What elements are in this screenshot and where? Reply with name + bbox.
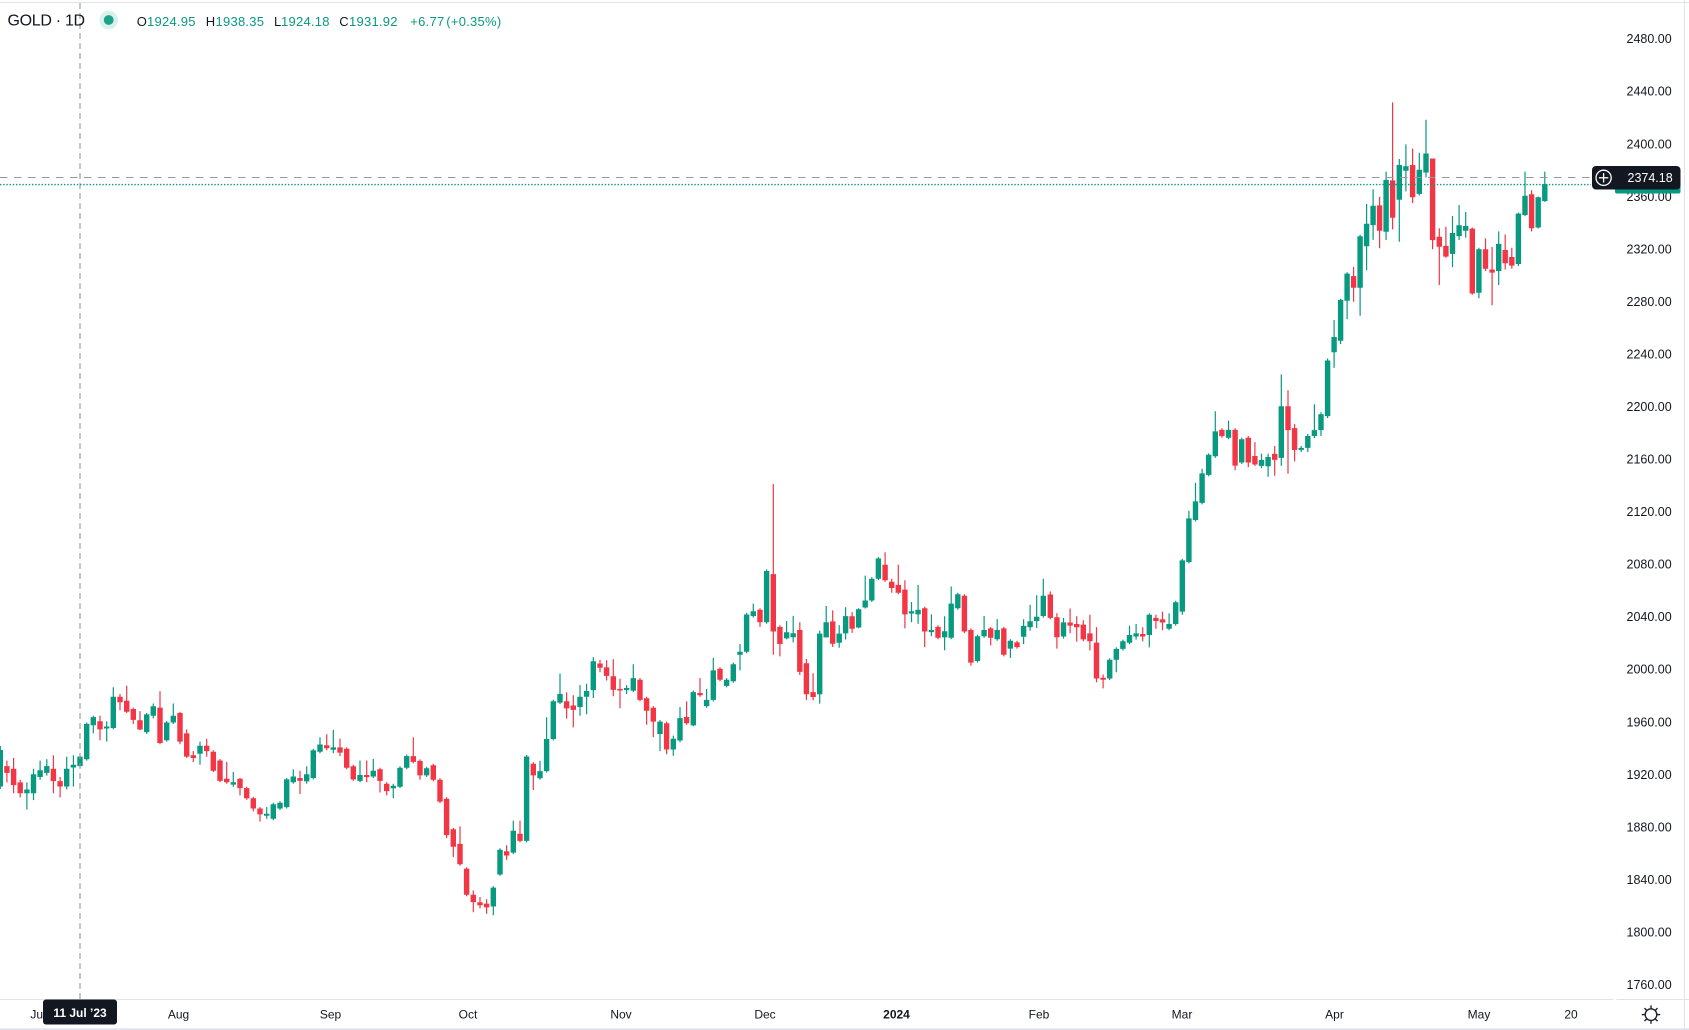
svg-text:1920.00: 1920.00 bbox=[1627, 768, 1672, 782]
svg-text:Aug: Aug bbox=[168, 1007, 189, 1021]
svg-text:2040.00: 2040.00 bbox=[1627, 610, 1672, 624]
svg-text:2200.00: 2200.00 bbox=[1627, 400, 1672, 414]
svg-text:2024: 2024 bbox=[883, 1007, 910, 1021]
svg-text:2480.00: 2480.00 bbox=[1627, 32, 1672, 46]
svg-text:Feb: Feb bbox=[1029, 1007, 1050, 1021]
svg-text:1800.00: 1800.00 bbox=[1627, 925, 1672, 939]
svg-text:2080.00: 2080.00 bbox=[1627, 558, 1672, 572]
svg-text:Dec: Dec bbox=[754, 1007, 775, 1021]
svg-text:2400.00: 2400.00 bbox=[1627, 137, 1672, 151]
svg-text:2320.00: 2320.00 bbox=[1627, 242, 1672, 256]
svg-text:11 Jul ’23: 11 Jul ’23 bbox=[53, 1006, 107, 1020]
svg-text:2120.00: 2120.00 bbox=[1627, 505, 1672, 519]
svg-text:1960.00: 1960.00 bbox=[1627, 715, 1672, 729]
svg-text:2160.00: 2160.00 bbox=[1627, 453, 1672, 467]
svg-text:Apr: Apr bbox=[1325, 1007, 1344, 1021]
svg-text:May: May bbox=[1468, 1007, 1491, 1021]
svg-text:2440.00: 2440.00 bbox=[1627, 85, 1672, 99]
svg-text:1760.00: 1760.00 bbox=[1627, 978, 1672, 992]
svg-text:2000.00: 2000.00 bbox=[1627, 663, 1672, 677]
svg-text:2240.00: 2240.00 bbox=[1627, 348, 1672, 362]
svg-text:20: 20 bbox=[1564, 1007, 1578, 1021]
svg-text:GOLD · 1D: GOLD · 1D bbox=[8, 13, 85, 30]
svg-text:2374.18: 2374.18 bbox=[1628, 171, 1673, 185]
svg-text:Jul: Jul bbox=[30, 1007, 45, 1021]
svg-text:1840.00: 1840.00 bbox=[1627, 873, 1672, 887]
svg-text:2280.00: 2280.00 bbox=[1627, 295, 1672, 309]
svg-text:Oct: Oct bbox=[459, 1007, 478, 1021]
svg-text:Mar: Mar bbox=[1172, 1007, 1193, 1021]
svg-text:1880.00: 1880.00 bbox=[1627, 820, 1672, 834]
svg-text:Nov: Nov bbox=[610, 1007, 631, 1021]
svg-text:Sep: Sep bbox=[320, 1007, 342, 1021]
